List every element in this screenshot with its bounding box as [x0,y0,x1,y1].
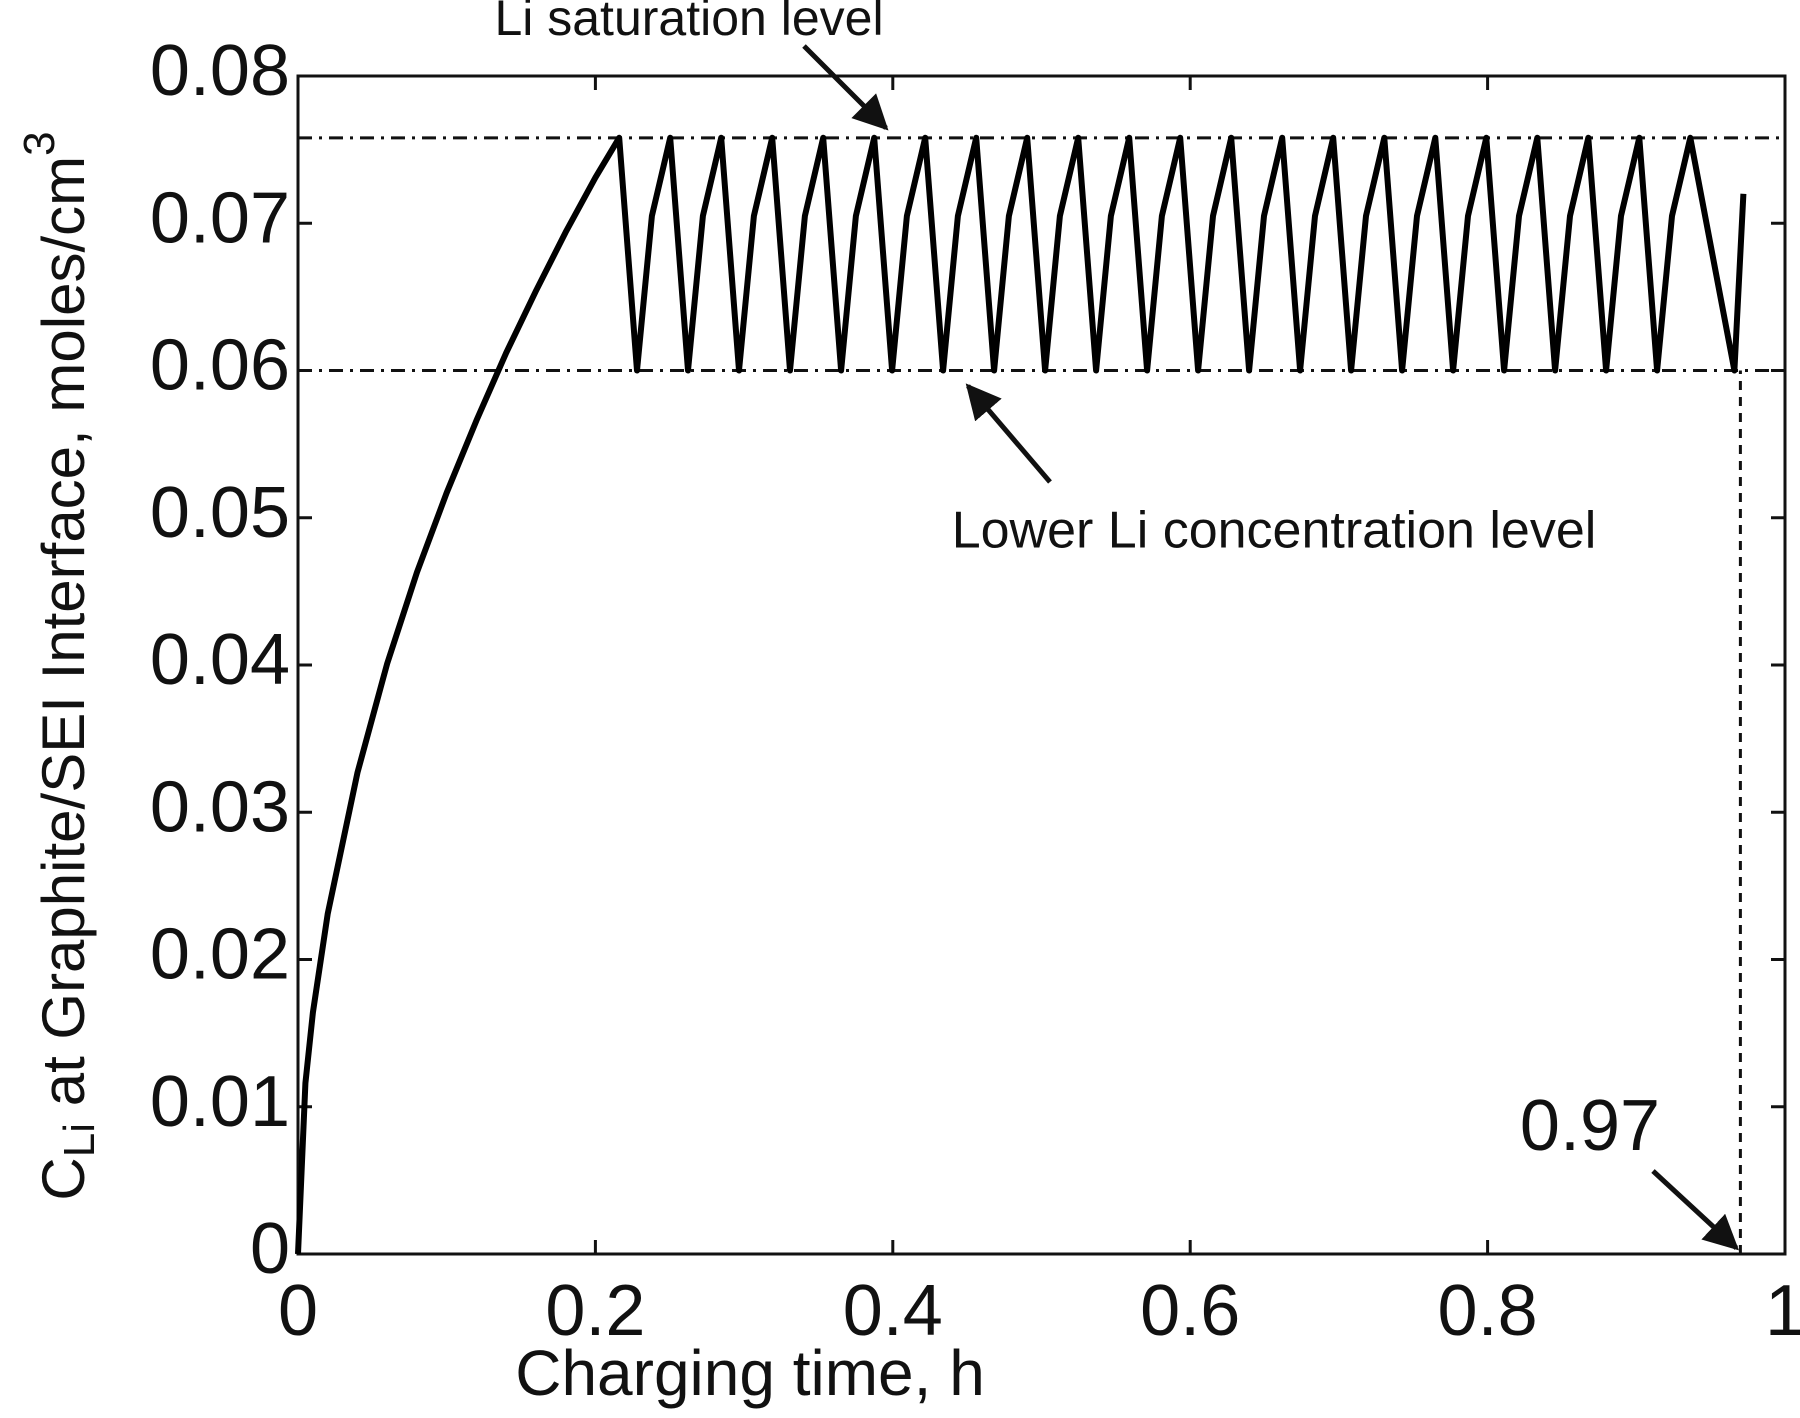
data-line [295,134,1747,1255]
y-tick-label: 0 [250,1209,290,1289]
y-tick-label: 0.07 [150,178,290,258]
y-tick-label: 0.04 [150,620,290,700]
x-tick-label: 1 [1765,1271,1800,1351]
x-tick-label: 0.6 [1140,1271,1240,1351]
x-tick-label: 0.8 [1438,1271,1538,1351]
y-tick-label: 0.08 [150,31,290,111]
x-tick-label: 0 [278,1271,318,1351]
y-tick-label: 0.03 [150,767,290,847]
y-axis-label: CLi at Graphite/SEI Interface, moles/cm3 [15,131,104,1200]
annotation: Lower Li concentration level [952,502,1597,560]
annotation-arrow [965,383,1052,484]
plot-frame [296,74,1787,1256]
y-tick-label: 0.06 [150,326,290,406]
annotation-arrow [802,44,889,131]
annotation: 0.97 [1520,1086,1660,1166]
x-axis-label: Charging time, h [515,1337,985,1409]
y-tick-label: 0.05 [150,473,290,553]
y-tick-label: 0.01 [150,1062,290,1142]
annotation: Li saturation level [494,0,883,46]
y-tick-label: 0.02 [150,915,290,995]
annotation-arrow [1651,1169,1739,1251]
x-tick-label: 0.4 [843,1271,943,1351]
x-tick-label: 0.2 [545,1271,645,1351]
